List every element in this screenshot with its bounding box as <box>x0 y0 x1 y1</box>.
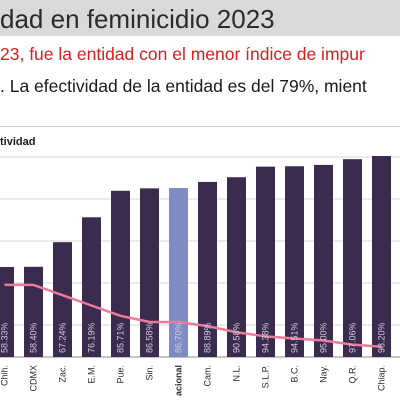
category-label: Chih. <box>0 365 10 386</box>
category-label: Cam. <box>203 365 213 387</box>
bar-value-label: 58.40% <box>29 322 39 353</box>
category-label: Pue. <box>116 365 126 384</box>
slide-title: dad en feminicidio 2023 <box>0 4 275 34</box>
category-label: Chiap. <box>377 365 387 391</box>
bar-value-label: 67.24% <box>58 322 68 353</box>
bar-chart: 58.33% 58.40% 67.24% 76.19% 85.71% 86.58% 86.7… <box>0 156 400 396</box>
bar <box>24 266 43 357</box>
category-label: CDMX <box>29 365 39 392</box>
bar <box>53 242 72 357</box>
bar-value-label: 76.19% <box>87 322 97 353</box>
bar <box>227 177 246 357</box>
bar <box>198 181 217 357</box>
bar <box>82 217 101 357</box>
subtitle-black-line: . La efectividad de la entidad es del 79… <box>0 76 367 96</box>
chart-label: tividad <box>0 136 36 148</box>
bar <box>343 159 362 357</box>
bar-value-label: 97.06% <box>348 322 358 353</box>
bar <box>372 156 391 357</box>
category-label: acional <box>174 365 184 396</box>
bar-value-label: 86.58% <box>145 322 155 353</box>
category-label: E.M. <box>87 365 97 384</box>
bar <box>285 166 304 357</box>
bar <box>140 188 159 357</box>
category-label: S.L.P. <box>261 365 271 388</box>
chart-panel: tividad 58.33% 58.40% 67.24% 76.19% 85.71% 86… <box>0 126 400 401</box>
bar <box>0 267 14 357</box>
category-label: Q.R. <box>348 365 358 384</box>
bar-value-label: 58.33% <box>0 322 10 353</box>
bar-value-label: 88.89% <box>203 322 213 353</box>
category-label: B.C. <box>290 365 300 383</box>
bar-value-label: 94.38% <box>261 322 271 353</box>
bar-value-label: 98.20% <box>377 322 387 353</box>
bar <box>111 190 130 357</box>
line-series <box>4 283 382 348</box>
bar-value-label: 94.51% <box>290 322 300 353</box>
category-label: Nay. <box>319 365 329 383</box>
bar <box>314 164 333 357</box>
category-label: N.L. <box>232 365 242 382</box>
bar-value-label: 85.71% <box>116 322 126 353</box>
category-label: Sin. <box>145 365 155 381</box>
bar-value-label: 90.58% <box>232 322 242 353</box>
category-label: Zac. <box>58 365 68 383</box>
bar <box>256 166 275 357</box>
title-band <box>0 0 400 36</box>
bar-value-label: 86.70% <box>174 322 184 353</box>
bar <box>169 188 188 357</box>
bar-value-label: 95.00% <box>319 322 329 353</box>
subtitle-red-line: 23, fue la entidad con el menor índice d… <box>0 44 365 64</box>
